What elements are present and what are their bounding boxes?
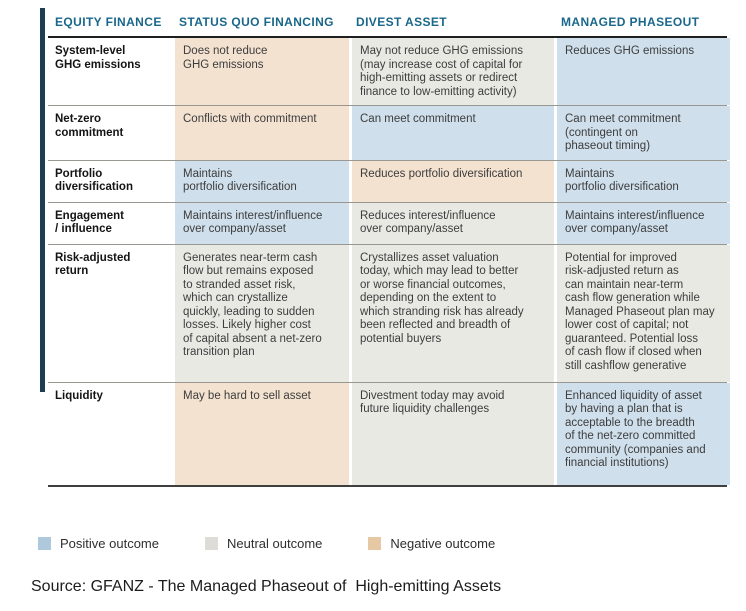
table-row-risk-adjusted-return: Risk-adjusted return Generates near-term…: [48, 244, 730, 383]
neutral-outcome-swatch-icon: [205, 537, 218, 550]
cell-status-quo: Conflicts with commitment: [175, 106, 349, 160]
left-accent-bar: [40, 8, 45, 392]
column-header-managed-phaseout: MANAGED PHASEOUT: [561, 15, 700, 29]
row-label: Engagement / influence: [48, 202, 172, 244]
row-label: Risk-adjusted return: [48, 244, 172, 382]
cell-divest-asset: Reduces portfolio diversification: [352, 160, 554, 202]
row-label: System-level GHG emissions: [48, 38, 172, 105]
table-row-liquidity: Liquidity May be hard to sell asset Dive…: [48, 382, 730, 487]
cell-status-quo: Generates near-term cash flow but remain…: [175, 244, 349, 382]
legend-item-neutral: Neutral outcome: [205, 536, 322, 551]
table-row-net-zero-commitment: Net-zero commitment Conflicts with commi…: [48, 106, 730, 161]
legend-item-negative: Negative outcome: [368, 536, 495, 551]
legend: Positive outcome Neutral outcome Negativ…: [38, 536, 495, 551]
comparison-table: EQUITY FINANCE STATUS QUO FINANCING DIVE…: [48, 8, 730, 487]
legend-item-positive: Positive outcome: [38, 536, 159, 551]
cell-status-quo: Does not reduce GHG emissions: [175, 38, 349, 105]
cell-managed-phaseout: Reduces GHG emissions: [557, 38, 730, 105]
cell-managed-phaseout: Can meet commitment (contingent on phase…: [557, 106, 730, 160]
table-row-engagement-influence: Engagement / influence Maintains interes…: [48, 202, 730, 245]
cell-status-quo: May be hard to sell asset: [175, 382, 349, 485]
cell-status-quo: Maintains interest/influence over compan…: [175, 202, 349, 244]
cell-managed-phaseout: Enhanced liquidity of asset by having a …: [557, 382, 730, 485]
cell-divest-asset: Reduces interest/influence over company/…: [352, 202, 554, 244]
source-caption: Source: GFANZ - The Managed Phaseout of …: [31, 578, 502, 595]
column-header-status-quo-financing: STATUS QUO FINANCING: [179, 15, 334, 29]
negative-outcome-swatch-icon: [368, 537, 382, 550]
comparison-table-figure: EQUITY FINANCE STATUS QUO FINANCING DIVE…: [40, 8, 735, 487]
column-header-divest-asset: DIVEST ASSET: [356, 15, 448, 29]
cell-managed-phaseout: Maintains portfolio diversification: [557, 160, 730, 202]
cell-divest-asset: Divestment today may avoid future liquid…: [352, 382, 554, 485]
row-label: Portfolio diversification: [48, 160, 172, 202]
row-label: Net-zero commitment: [48, 106, 172, 160]
legend-label: Positive outcome: [60, 536, 159, 551]
table-row-portfolio-diversification: Portfolio diversification Maintains port…: [48, 160, 730, 203]
cell-divest-asset: May not reduce GHG emissions (may increa…: [352, 38, 554, 105]
table-header-row: EQUITY FINANCE STATUS QUO FINANCING DIVE…: [48, 8, 727, 38]
cell-status-quo: Maintains portfolio diversification: [175, 160, 349, 202]
cell-managed-phaseout: Maintains interest/influence over compan…: [557, 202, 730, 244]
legend-label: Neutral outcome: [227, 536, 323, 551]
legend-label: Negative outcome: [390, 536, 496, 551]
column-header-equity-finance: EQUITY FINANCE: [55, 15, 162, 29]
cell-divest-asset: Can meet commitment: [352, 106, 554, 160]
cell-managed-phaseout: Potential for improved risk-adjusted ret…: [557, 244, 730, 382]
cell-divest-asset: Crystallizes asset valuation today, whic…: [352, 244, 554, 382]
row-label: Liquidity: [48, 382, 172, 485]
positive-outcome-swatch-icon: [38, 537, 51, 550]
table-row-ghg-emissions: System-level GHG emissions Does not redu…: [48, 38, 730, 106]
